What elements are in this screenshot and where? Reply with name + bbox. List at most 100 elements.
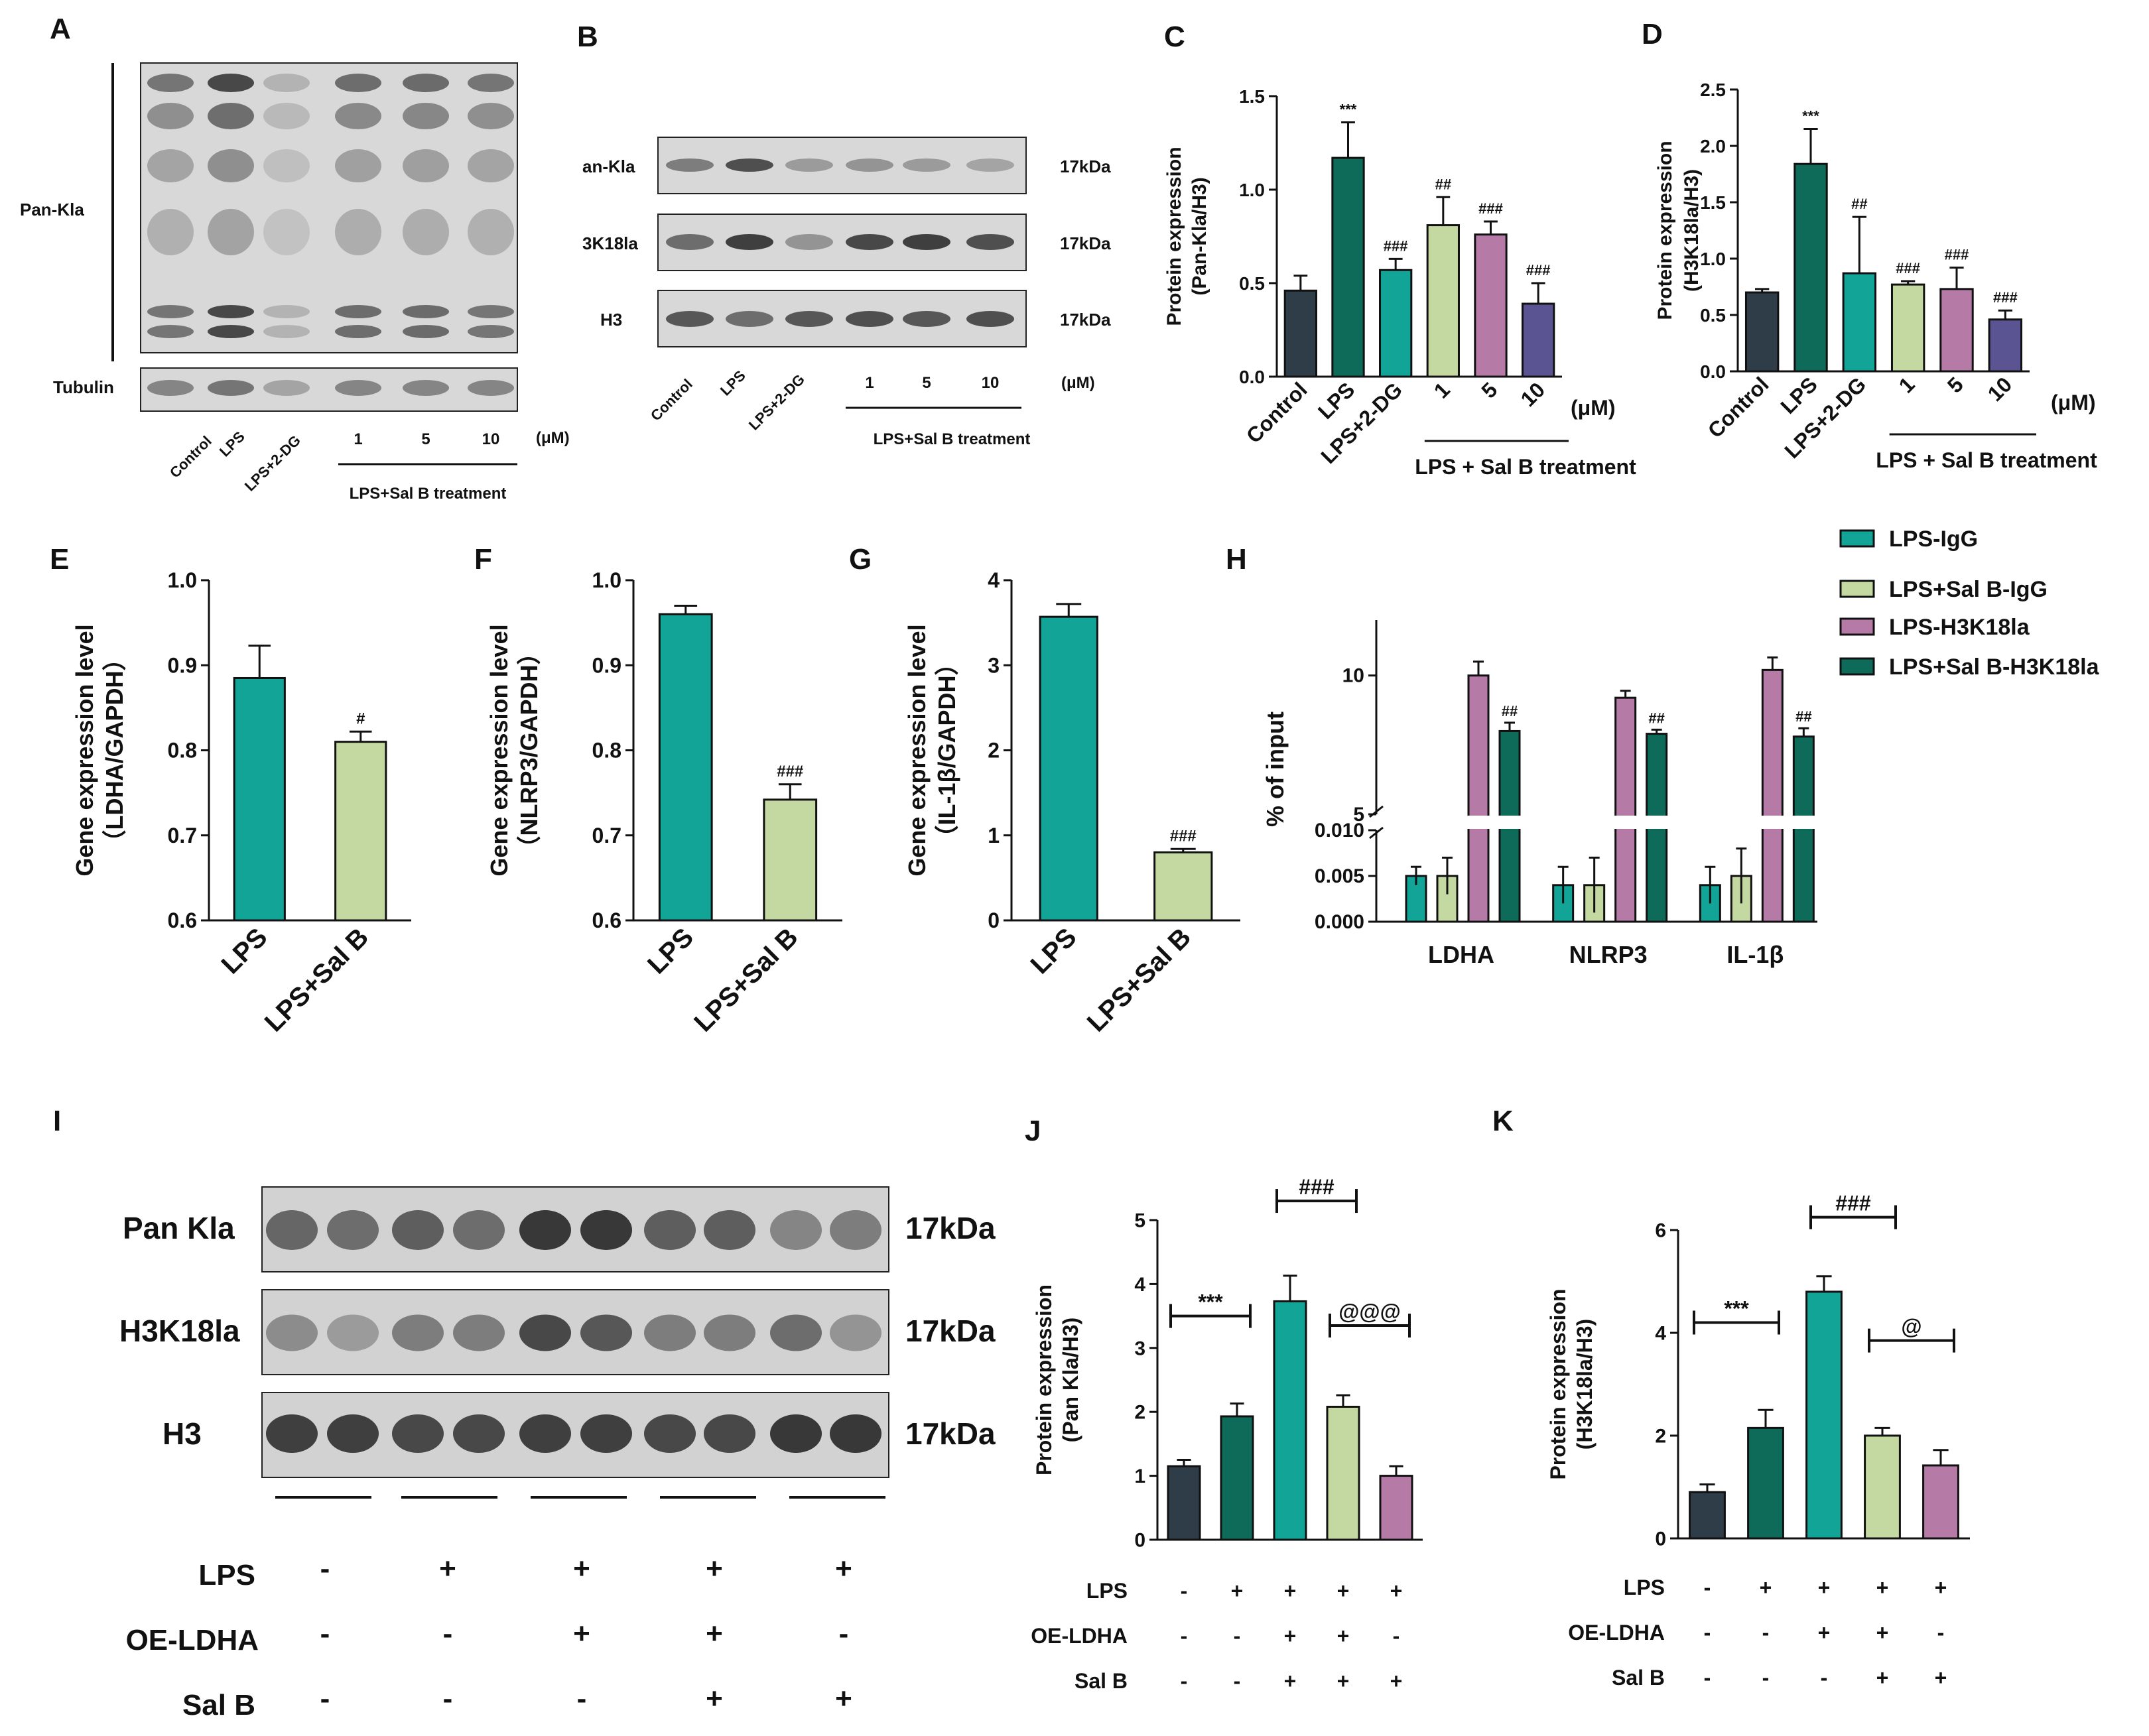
band-i-h3k18la-7	[704, 1314, 755, 1351]
sign-sal-b-1: -	[443, 1682, 453, 1715]
sign-sal-b-4: +	[835, 1682, 852, 1715]
band-pan-kla-smear3-5	[468, 209, 514, 255]
x-category-label: LDHA	[1428, 941, 1494, 968]
sign-lps-4: +	[835, 1552, 852, 1585]
panel-letter-e: E	[50, 543, 69, 576]
band-i-pan-kla-3	[453, 1210, 505, 1250]
bar	[1988, 318, 2023, 373]
band-pan-kla-low2-2	[263, 325, 310, 338]
panel-letter-g: G	[849, 543, 872, 576]
blot-b-row-2	[657, 214, 1027, 271]
bar	[1167, 1465, 1201, 1541]
group-label: LPS + Sal B treatment	[1415, 455, 1636, 479]
blot-b-row-3	[657, 290, 1027, 347]
significance-mark: #	[356, 710, 365, 727]
legend-label: LPS-H3K18la	[1889, 615, 2030, 640]
significance-mark: ###	[777, 763, 803, 780]
y-axis-label: Protein expression	[1032, 1284, 1056, 1475]
bar	[1792, 735, 1815, 923]
band-pan-kla-smear3-2	[263, 209, 310, 255]
kda-label-1: 17kDa	[1060, 156, 1111, 176]
x-category-label: 1	[1429, 377, 1455, 403]
bracket-label: @@@	[1338, 1300, 1401, 1324]
bar	[233, 676, 286, 922]
band-i-h3-8	[770, 1414, 822, 1453]
significance-mark: ##	[1795, 708, 1811, 725]
row-label-pan-kla: Pan Kla	[123, 1211, 235, 1245]
significance-mark: ***	[1802, 108, 1819, 125]
y-tick-label: 0.005	[1315, 865, 1364, 887]
band-i-h3-3	[453, 1414, 505, 1453]
bracket-label: ###	[1835, 1192, 1871, 1215]
panel-letter-d: D	[1642, 18, 1663, 50]
band-i-pan-kla-9	[830, 1210, 881, 1250]
band-i-h3k18la-5	[580, 1314, 632, 1351]
bar	[1379, 269, 1413, 378]
band-tubulin-5	[468, 380, 514, 396]
band-pan-kla-low1-3	[335, 305, 381, 318]
y-tick-label: 2	[1134, 1402, 1145, 1424]
significance-mark: ###	[1896, 260, 1920, 277]
y-tick-label: 2.0	[1700, 136, 1726, 156]
x-category-label: LPS	[216, 922, 273, 979]
band-i-pan-kla-8	[770, 1210, 822, 1250]
y-axis-label-sub: （LDHA/GAPDH）	[101, 647, 128, 854]
bar	[1522, 302, 1555, 378]
treatment-sign: +	[1284, 1669, 1297, 1693]
chart-c: 0.00.51.01.5***###########Protein expres…	[1163, 86, 1636, 479]
treatment-sign: +	[1337, 1579, 1350, 1603]
band-b-h3k18la-4	[903, 234, 950, 250]
significance-mark: ##	[1502, 703, 1518, 719]
treatment-sign: -	[1181, 1669, 1188, 1693]
row-label-pan-kla: Pan-Kla	[20, 200, 84, 219]
axis-break-gap	[1614, 816, 1637, 829]
treatment-label-oe-ldha: OE-LDHA	[126, 1624, 259, 1656]
panel-b-blot: an-Kla 3K18la H3 17kDa 17kDa 17kDa Contr…	[582, 137, 1111, 448]
band-b-h3-0	[666, 311, 714, 327]
axis-break-gap	[1405, 816, 1427, 829]
band-tubulin-4	[403, 380, 449, 396]
band-i-h3-7	[704, 1414, 755, 1453]
y-tick-label: 5	[1353, 804, 1364, 826]
band-pan-kla-top-1	[208, 74, 254, 92]
band-i-h3-1	[327, 1414, 379, 1453]
significance-mark: ##	[1435, 176, 1451, 192]
y-axis-label-sub: (H3K18la/H3)	[1573, 1319, 1596, 1450]
treatment-sign: +	[1284, 1624, 1297, 1648]
bar	[1326, 1405, 1360, 1541]
legend-label: LPS+Sal B-IgG	[1889, 577, 2048, 602]
row-label-h3: H3	[600, 310, 622, 330]
band-i-pan-kla-6	[644, 1210, 696, 1250]
axis-break-gap	[1436, 816, 1459, 829]
y-axis-label-sub: (Pan Kla/H3)	[1059, 1318, 1082, 1442]
panel-letter-c: C	[1164, 21, 1185, 53]
axis-break-gap	[1761, 816, 1784, 829]
y-axis-label: Gene expression level	[71, 624, 98, 876]
band-i-pan-kla-2	[392, 1210, 444, 1250]
significance-mark: ###	[1170, 827, 1197, 845]
lane-label-lps: LPS	[717, 367, 749, 399]
y-tick-label: 3	[1134, 1337, 1145, 1359]
y-tick-label: 1	[1134, 1465, 1145, 1487]
x-category-label: LPS	[642, 922, 699, 979]
y-tick-label: 0.8	[168, 739, 197, 763]
row-label-h3: H3	[163, 1416, 202, 1451]
treatment-sign: -	[1762, 1621, 1770, 1644]
bar	[1273, 1300, 1307, 1541]
significance-mark: ###	[1384, 237, 1408, 254]
axis-break-gap	[1583, 816, 1606, 829]
band-pan-kla-smear3-3	[335, 209, 381, 255]
y-tick-label: 4	[1655, 1323, 1666, 1345]
y-tick-label: 0	[988, 908, 1000, 932]
band-pan-kla-smear3-1	[208, 209, 254, 255]
treatment-label-sal-b: Sal B	[182, 1689, 255, 1721]
bar	[1153, 851, 1213, 922]
bar	[1614, 696, 1637, 923]
y-axis-label-sub: (H3K18la/H3)	[1681, 169, 1703, 292]
y-axis-label-sub: （NLRP3/GAPDH）	[515, 641, 543, 859]
band-i-h3k18la-4	[519, 1314, 571, 1351]
panel-i-blot: Pan Kla H3K18la H3 17kDa 17kDa 17kDa LPS…	[119, 1186, 996, 1721]
chart-g: 0 1 2 3 4 ### Gene expression level （IL-1β/GAPD…	[903, 568, 1240, 1038]
unit-label: (μM)	[2051, 391, 2096, 414]
band-pan-kla-low2-1	[208, 325, 254, 338]
